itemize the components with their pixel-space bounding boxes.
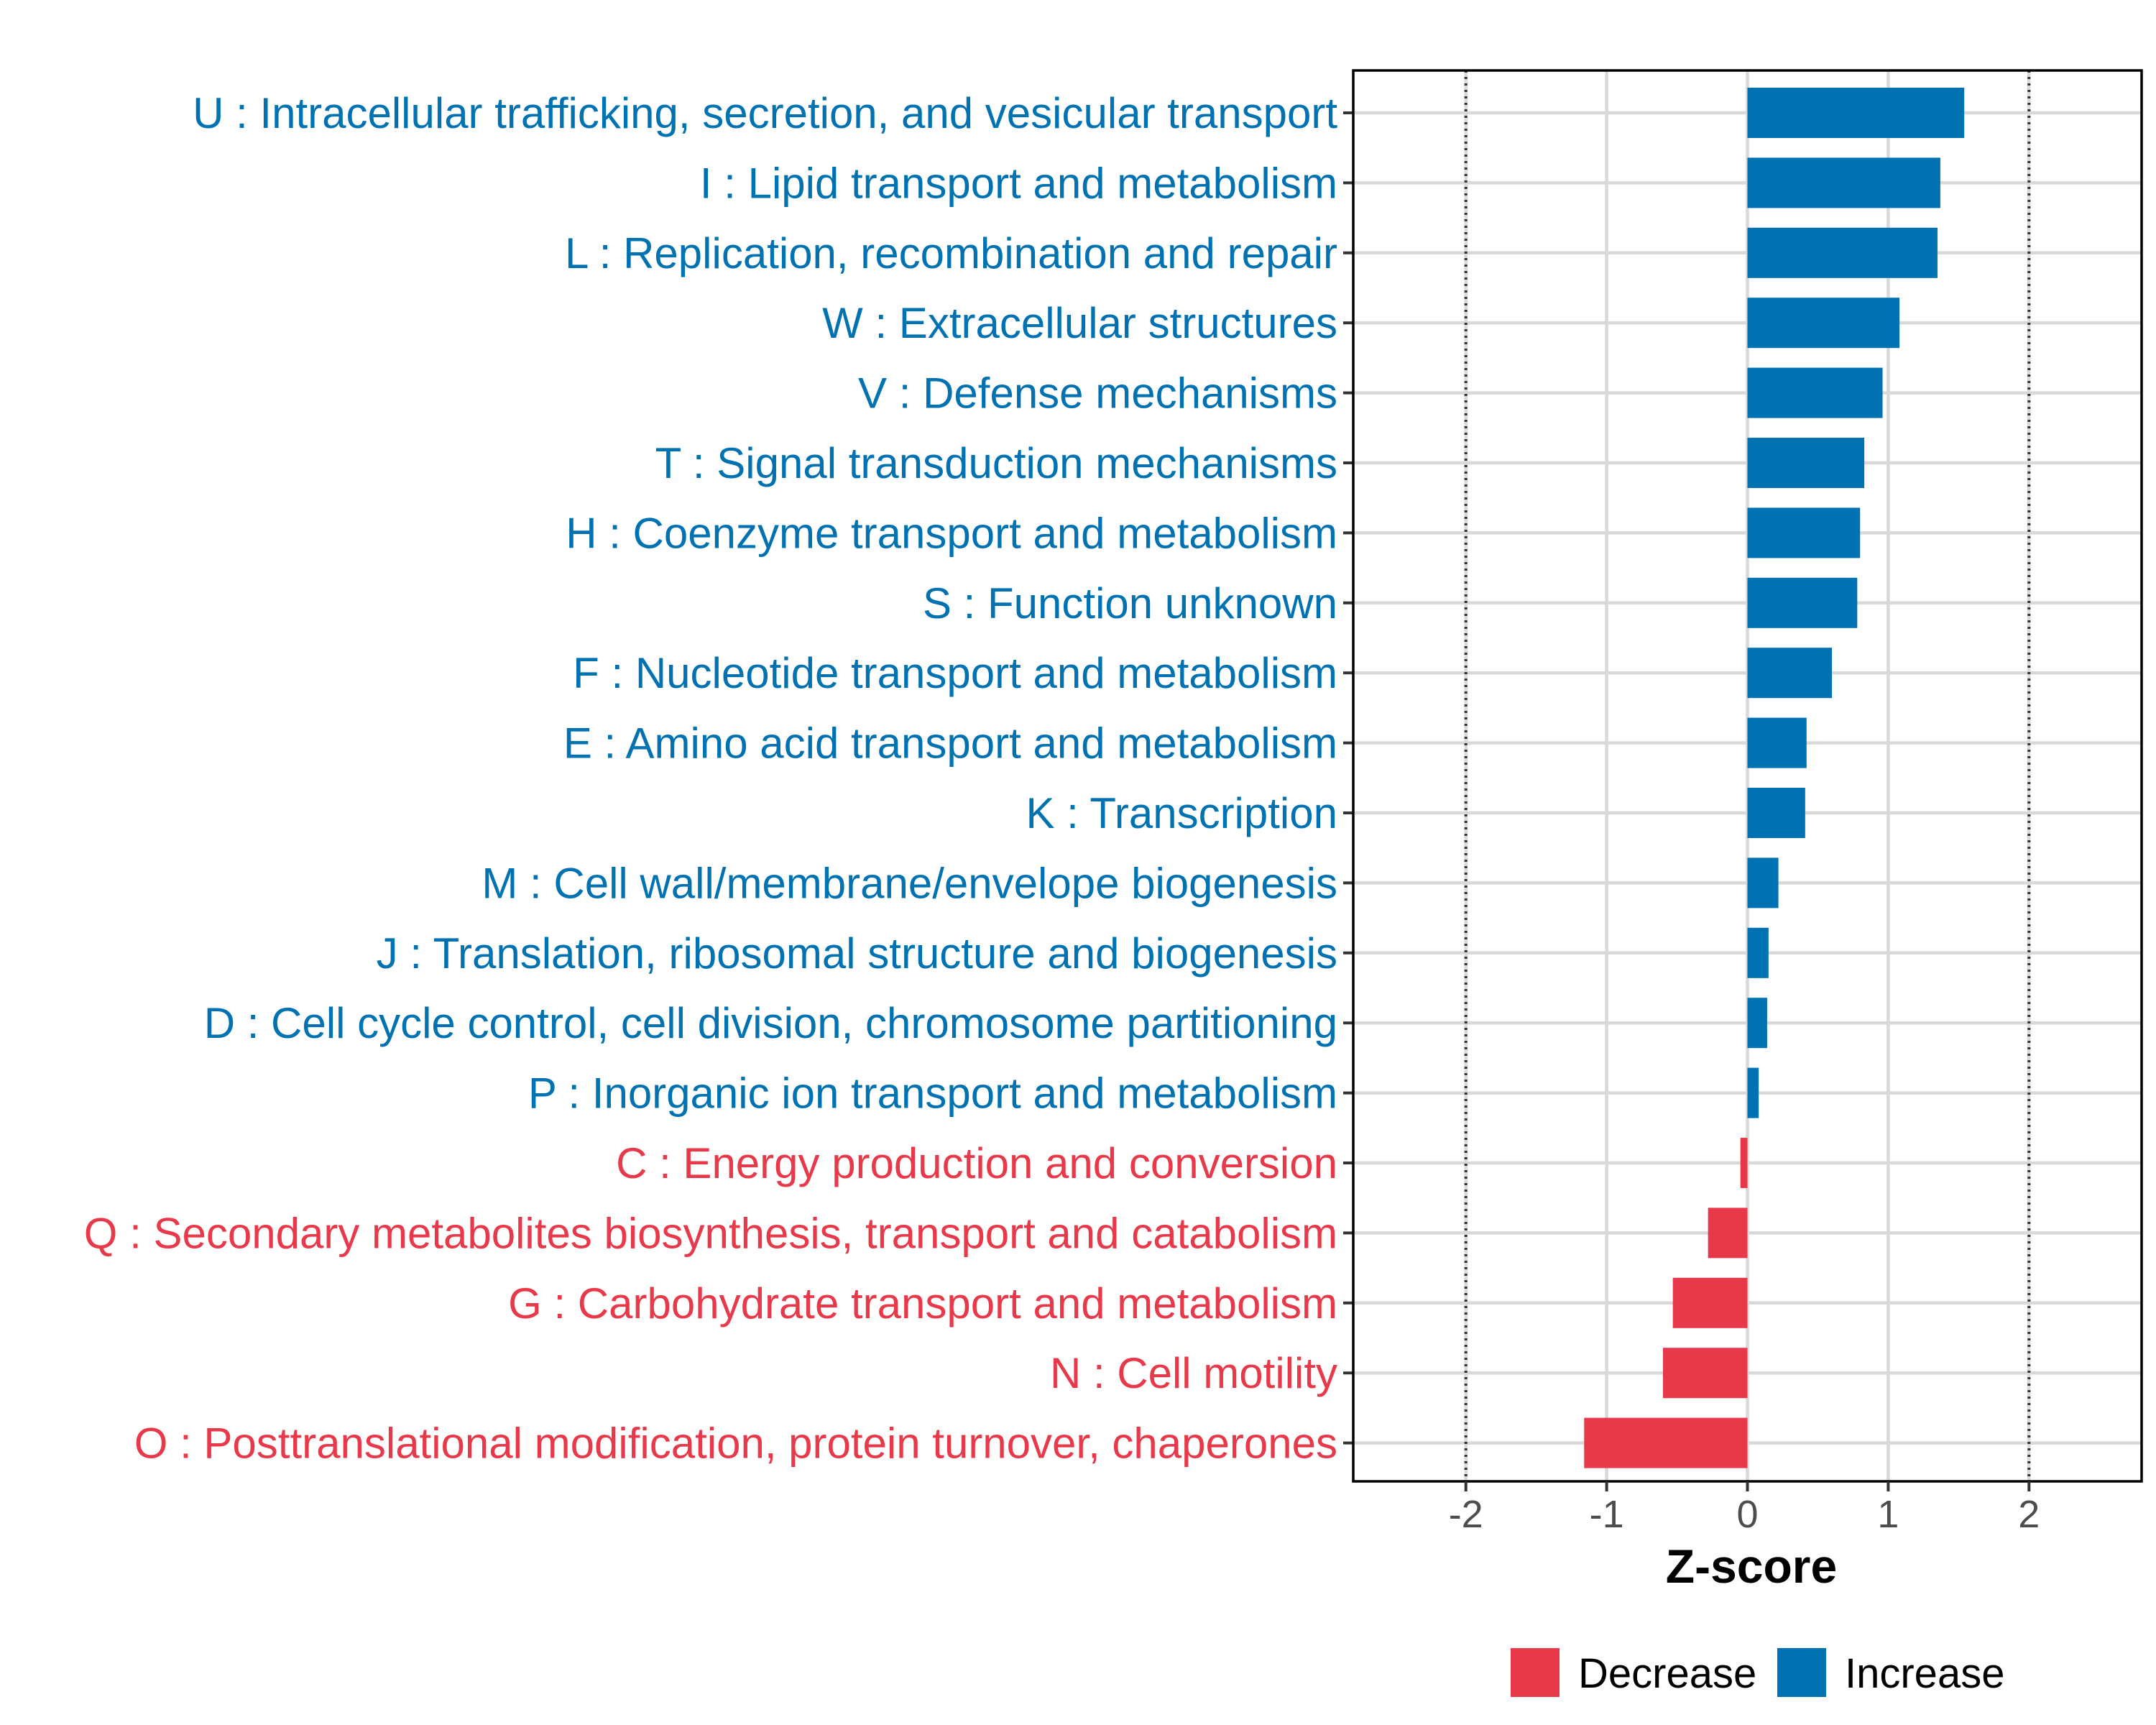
category-label: K : Transcription: [1026, 789, 1337, 837]
bar-k: [1747, 788, 1805, 838]
bar-o: [1584, 1417, 1748, 1468]
category-label: S : Function unknown: [923, 579, 1337, 627]
category-label: M : Cell wall/membrane/envelope biogenes…: [482, 859, 1337, 907]
bar-t: [1747, 438, 1865, 488]
bar-c: [1740, 1138, 1748, 1188]
legend-label-increase: Increase: [1845, 1650, 2004, 1697]
bar-i: [1747, 157, 1940, 208]
legend: Decrease Increase: [1511, 1648, 2004, 1697]
x-axis: -2 -1 0 1 2: [1343, 69, 2143, 1536]
x-tick-label: -1: [1590, 1493, 1624, 1536]
bar-v: [1747, 367, 1883, 418]
bar-f: [1747, 648, 1833, 699]
category-label: J : Translation, ribosomal structure and…: [377, 929, 1337, 978]
legend-label-decrease: Decrease: [1578, 1650, 1756, 1697]
legend-swatch-decrease: [1511, 1648, 1560, 1697]
bar-s: [1747, 577, 1858, 628]
category-label: H : Coenzyme transport and metabolism: [566, 509, 1337, 557]
x-axis-title: Z-score: [1666, 1540, 1837, 1593]
bar-e: [1747, 717, 1807, 768]
category-label: N : Cell motility: [1050, 1349, 1337, 1397]
bar-h: [1747, 507, 1861, 558]
category-label: L : Replication, recombination and repai…: [565, 229, 1337, 277]
category-label: E : Amino acid transport and metabolism: [563, 719, 1337, 768]
x-tick-label: -2: [1449, 1493, 1483, 1536]
bar-l: [1747, 227, 1938, 278]
category-label: F : Nucleotide transport and metabolism: [573, 649, 1337, 697]
category-label: O : Posttranslational modification, prot…: [134, 1420, 1337, 1468]
category-label: W : Extracellular structures: [822, 299, 1337, 347]
bar-u: [1747, 88, 1965, 138]
bar-d: [1747, 998, 1767, 1049]
legend-swatch-increase: [1777, 1648, 1826, 1697]
grid-layer: [1353, 70, 2142, 1481]
category-label: I : Lipid transport and metabolism: [700, 159, 1337, 207]
bar-q: [1708, 1208, 1748, 1259]
bar-n: [1662, 1348, 1748, 1399]
category-label: T : Signal transduction mechanisms: [655, 439, 1337, 487]
bar-p: [1747, 1067, 1759, 1118]
bar-w: [1747, 298, 1900, 349]
category-label: G : Carbohydrate transport and metabolis…: [508, 1279, 1337, 1328]
category-label: D : Cell cycle control, cell division, c…: [204, 999, 1337, 1047]
category-label: V : Defense mechanisms: [858, 369, 1337, 418]
x-tick-label: 2: [2018, 1493, 2040, 1536]
bar-m: [1747, 857, 1779, 908]
x-tick-label: 0: [1736, 1493, 1758, 1536]
bar-g: [1672, 1277, 1748, 1328]
category-labels: U : Intracellular trafficking, secretion…: [84, 89, 1338, 1468]
category-label: Q : Secondary metabolites biosynthesis, …: [84, 1209, 1337, 1257]
bars-layer: [1584, 88, 1965, 1468]
x-tick-label: 1: [1877, 1493, 1899, 1536]
bar-j: [1747, 927, 1769, 978]
category-label: U : Intracellular trafficking, secretion…: [193, 89, 1337, 137]
category-label: P : Inorganic ion transport and metaboli…: [528, 1070, 1337, 1118]
category-label: C : Energy production and conversion: [616, 1139, 1337, 1187]
